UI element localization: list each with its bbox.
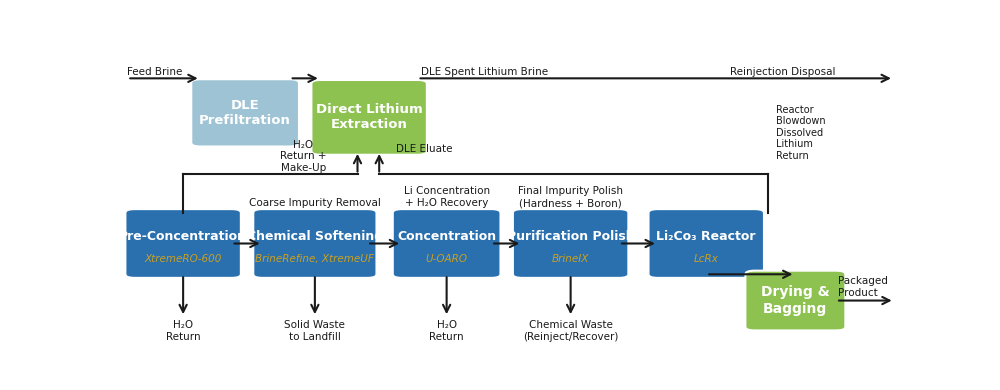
Text: Purification Polish: Purification Polish [507, 230, 634, 243]
Text: Solid Waste
to Landfill: Solid Waste to Landfill [284, 320, 345, 342]
Text: H₂O
Return: H₂O Return [166, 320, 200, 342]
Text: XtremeRO-600: XtremeRO-600 [144, 254, 222, 264]
Text: Direct Lithium
Extraction: Direct Lithium Extraction [316, 103, 422, 131]
FancyBboxPatch shape [311, 80, 427, 155]
Text: H₂O
Return: H₂O Return [429, 320, 464, 342]
Text: Reinjection Disposal: Reinjection Disposal [730, 67, 835, 77]
Text: BrineIX: BrineIX [552, 254, 589, 264]
Text: DLE Eluate: DLE Eluate [396, 144, 453, 154]
Text: Drying &
Bagging: Drying & Bagging [761, 285, 830, 316]
FancyBboxPatch shape [513, 209, 628, 278]
Text: Packaged
Product: Packaged Product [838, 276, 888, 298]
FancyBboxPatch shape [745, 271, 845, 330]
FancyBboxPatch shape [191, 79, 299, 147]
Text: Li Concentration
+ H₂O Recovery: Li Concentration + H₂O Recovery [404, 186, 490, 208]
Text: Reactor
Blowdown
Dissolved
Lithium
Return: Reactor Blowdown Dissolved Lithium Retur… [776, 105, 826, 161]
Text: Coarse Impurity Removal: Coarse Impurity Removal [249, 198, 381, 208]
Text: U-OARO: U-OARO [426, 254, 468, 264]
Text: LcRx: LcRx [694, 254, 719, 264]
Text: Pre-Concentration: Pre-Concentration [119, 230, 247, 243]
Text: Chemical Softening: Chemical Softening [247, 230, 383, 243]
FancyBboxPatch shape [253, 209, 376, 278]
Text: DLE Spent Lithium Brine: DLE Spent Lithium Brine [421, 67, 548, 77]
Text: Concentration: Concentration [397, 230, 496, 243]
Text: Final Impurity Polish
(Hardness + Boron): Final Impurity Polish (Hardness + Boron) [518, 186, 623, 208]
Text: Chemical Waste
(Reinject/Recover): Chemical Waste (Reinject/Recover) [523, 320, 618, 342]
FancyBboxPatch shape [649, 209, 764, 278]
Text: BrineRefine, XtremeUF: BrineRefine, XtremeUF [255, 254, 374, 264]
FancyBboxPatch shape [393, 209, 500, 278]
Text: Li₂Co₃ Reactor: Li₂Co₃ Reactor [656, 230, 756, 243]
FancyBboxPatch shape [125, 209, 241, 278]
Text: H₂O
Return +
Make-Up: H₂O Return + Make-Up [280, 140, 326, 173]
Text: Feed Brine: Feed Brine [127, 67, 183, 77]
Text: DLE
Prefiltration: DLE Prefiltration [199, 99, 291, 127]
